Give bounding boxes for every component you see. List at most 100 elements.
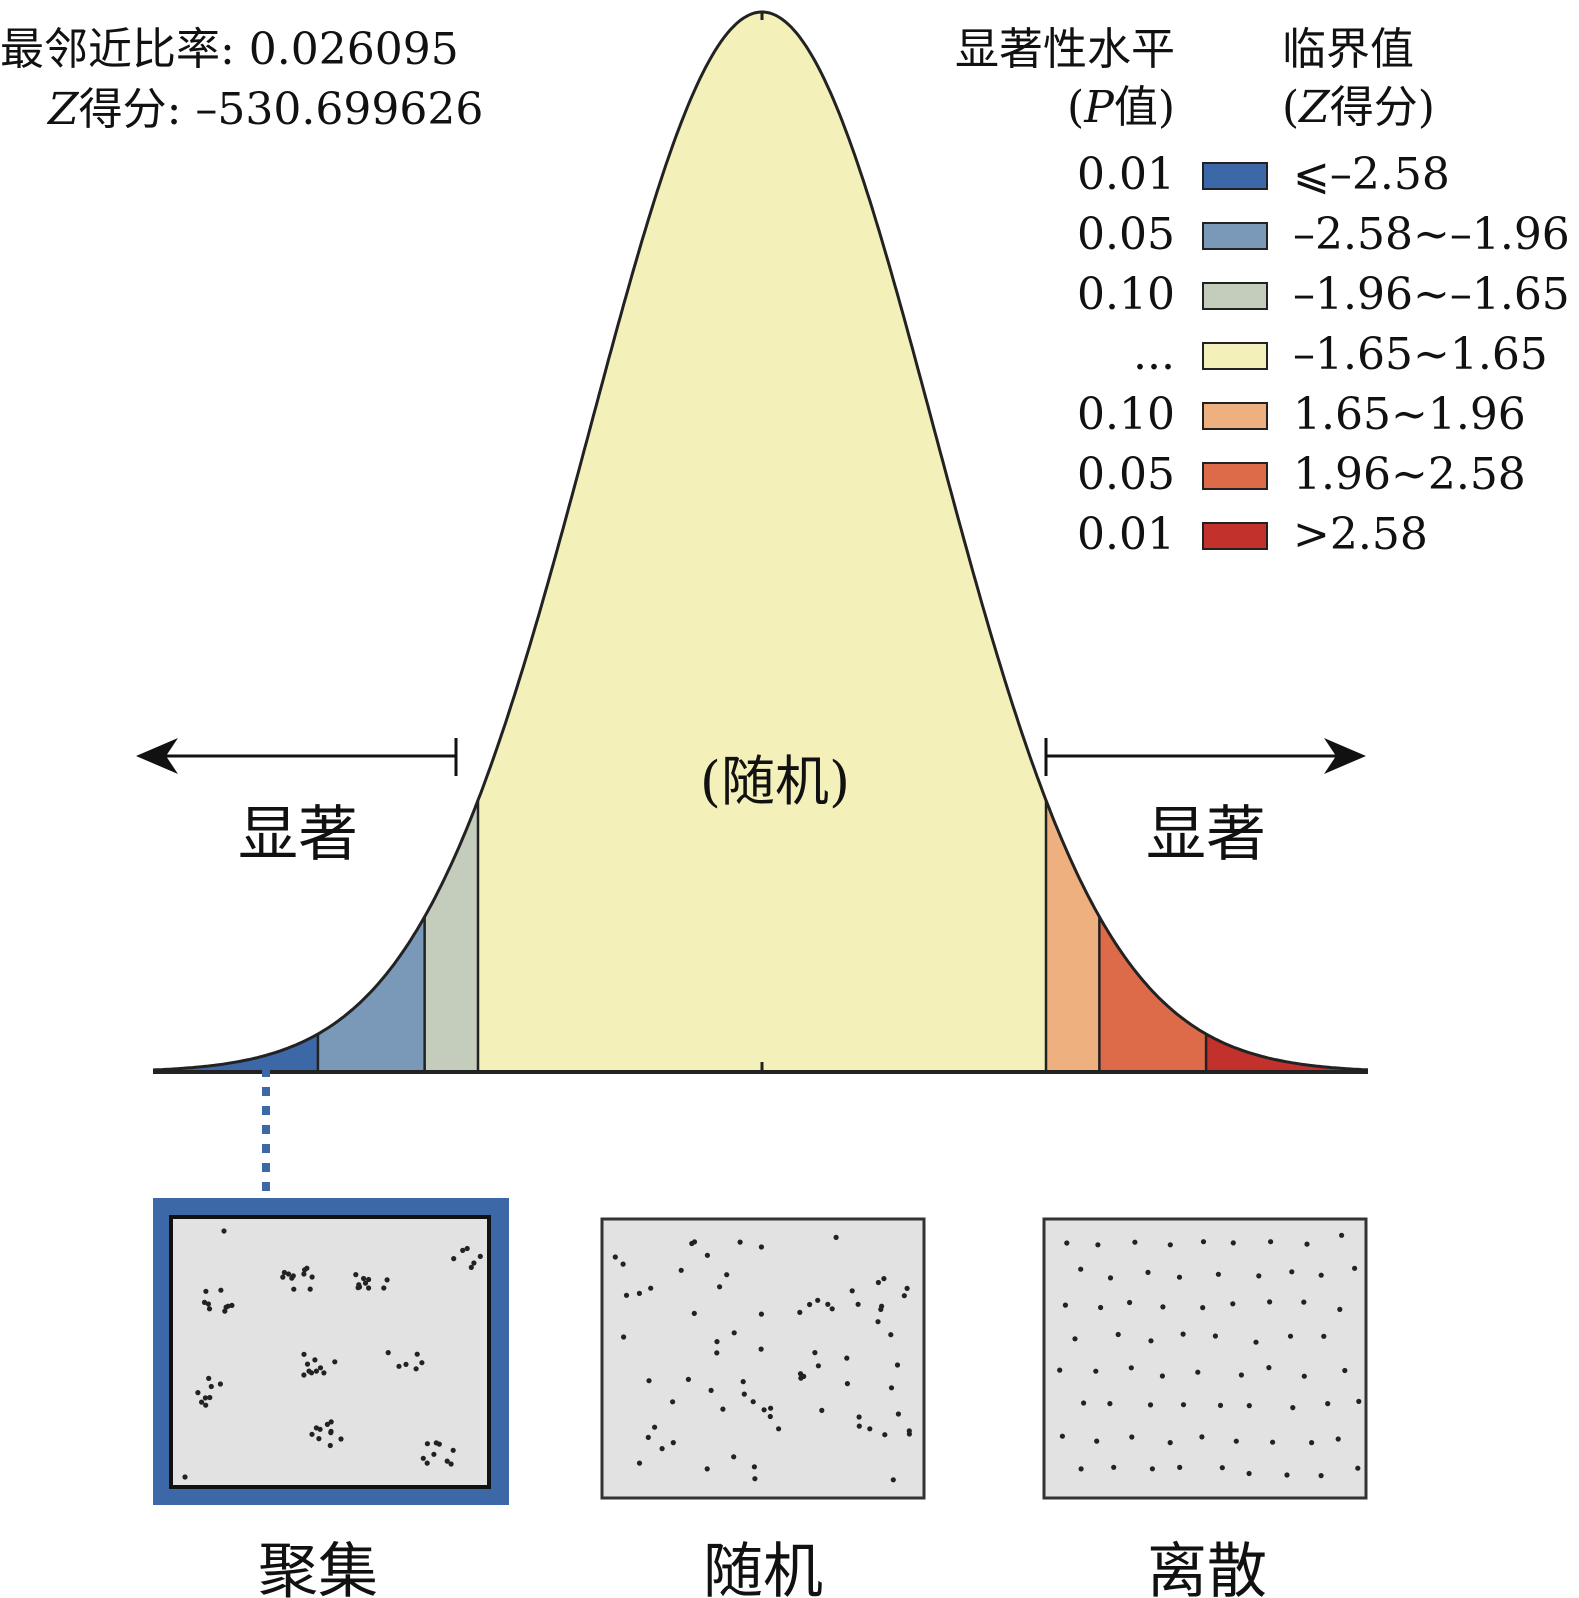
point <box>875 1319 881 1325</box>
point <box>636 1290 643 1296</box>
point <box>1352 1265 1358 1271</box>
legend-p-value: 0.10 <box>1077 389 1175 440</box>
point <box>904 1285 910 1291</box>
point <box>1356 1398 1362 1404</box>
point <box>1217 1402 1224 1408</box>
legend-p-value: 0.05 <box>1077 209 1175 260</box>
point <box>313 1368 319 1374</box>
point <box>317 1365 324 1371</box>
point <box>648 1285 654 1291</box>
point <box>307 1286 313 1292</box>
point <box>906 1431 913 1437</box>
point <box>468 1264 474 1270</box>
legend-swatch <box>1202 222 1268 250</box>
point <box>901 1293 907 1299</box>
legend-row: 0.01 ⩽–2.58 <box>1077 149 1450 200</box>
point <box>221 1228 227 1234</box>
pattern-clustered <box>153 1198 509 1505</box>
curve-segment <box>153 1034 318 1072</box>
point <box>741 1391 747 1397</box>
point <box>895 1411 902 1417</box>
point <box>281 1269 287 1276</box>
point <box>807 1301 813 1308</box>
point <box>431 1451 437 1457</box>
left-significant-label: 显著 <box>238 800 358 870</box>
point <box>444 1458 450 1464</box>
clustered-points <box>182 1228 483 1480</box>
point <box>195 1390 201 1396</box>
point <box>856 1414 862 1420</box>
legend-p-value: 0.10 <box>1077 269 1175 320</box>
point <box>361 1275 367 1282</box>
point <box>450 1447 456 1453</box>
point <box>1238 1372 1244 1378</box>
point <box>1195 1369 1201 1375</box>
point <box>304 1361 311 1367</box>
legend-z-range: –1.65~1.65 <box>1293 329 1548 380</box>
pattern-dispersed-label: 离散 <box>1147 1537 1267 1598</box>
point <box>717 1284 723 1290</box>
point <box>1287 1333 1294 1339</box>
point <box>1200 1239 1207 1245</box>
point <box>758 1244 765 1250</box>
point <box>1081 1400 1087 1406</box>
legend-swatch <box>1202 522 1268 550</box>
point <box>1339 1232 1345 1238</box>
point <box>801 1373 807 1379</box>
point <box>1219 1465 1225 1471</box>
point <box>208 1383 214 1390</box>
point <box>464 1245 470 1252</box>
point <box>1078 1266 1084 1272</box>
point <box>1180 1331 1186 1337</box>
point <box>1148 1338 1154 1344</box>
point <box>819 1407 825 1413</box>
point <box>217 1381 223 1387</box>
point <box>1094 1438 1100 1444</box>
point <box>731 1330 737 1336</box>
point <box>768 1405 774 1411</box>
pattern-random-label: 随机 <box>703 1537 823 1598</box>
point <box>1301 1373 1307 1379</box>
legend-row: 0.05 1.96~2.58 <box>1077 449 1526 500</box>
point <box>1355 1465 1361 1471</box>
point <box>758 1311 765 1317</box>
point <box>645 1434 651 1440</box>
point <box>338 1436 344 1442</box>
legend-row: 0.01 >2.58 <box>1077 509 1428 560</box>
point <box>878 1306 884 1312</box>
legend-p-value: 0.05 <box>1077 449 1175 500</box>
legend-z-range: –1.96~–1.65 <box>1293 269 1570 320</box>
point <box>203 1402 209 1408</box>
point <box>1160 1304 1166 1310</box>
legend-swatch <box>1202 162 1268 190</box>
pattern-clustered-label: 聚集 <box>258 1537 378 1598</box>
point <box>767 1413 773 1420</box>
point <box>309 1274 315 1280</box>
random-points <box>612 1234 913 1483</box>
pattern-random <box>600 1217 926 1500</box>
point <box>621 1334 627 1340</box>
point <box>1177 1464 1183 1470</box>
point <box>815 1363 822 1369</box>
legend-swatch <box>1202 342 1268 370</box>
point <box>312 1357 318 1363</box>
point <box>433 1440 439 1446</box>
point <box>1266 1365 1272 1371</box>
point <box>1270 1439 1276 1445</box>
right-significant-label: 显著 <box>1146 800 1266 870</box>
point <box>867 1426 873 1432</box>
legend-row: 0.05 –2.58~–1.96 <box>1077 209 1570 260</box>
point <box>1318 1473 1324 1479</box>
point <box>199 1399 205 1405</box>
point <box>761 1407 767 1413</box>
legend-z-header: 临界值 <box>1282 24 1414 75</box>
point <box>280 1274 286 1280</box>
point <box>1290 1405 1296 1411</box>
point <box>206 1375 212 1381</box>
point <box>685 1376 692 1382</box>
point <box>1215 1271 1221 1277</box>
point <box>1059 1433 1065 1439</box>
point <box>424 1441 430 1447</box>
point <box>203 1288 209 1294</box>
point <box>414 1351 420 1357</box>
